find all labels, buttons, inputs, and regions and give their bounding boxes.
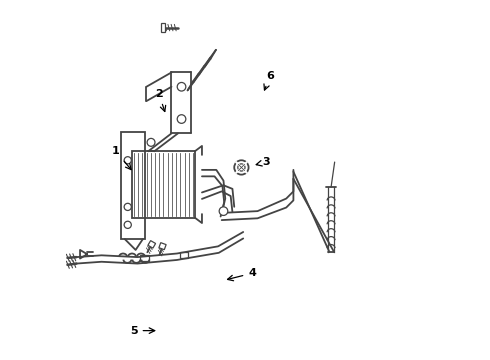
Bar <box>161 23 165 32</box>
Bar <box>132 151 195 218</box>
Text: 1: 1 <box>112 146 131 170</box>
Text: 5: 5 <box>130 325 155 336</box>
Bar <box>148 240 156 248</box>
Bar <box>122 132 145 239</box>
Text: 6: 6 <box>264 71 274 90</box>
Bar <box>140 255 149 261</box>
Text: 3: 3 <box>256 157 270 167</box>
Bar <box>159 243 166 250</box>
Circle shape <box>219 207 228 215</box>
Bar <box>180 252 188 258</box>
Text: 4: 4 <box>227 268 256 281</box>
Text: 2: 2 <box>155 89 166 112</box>
Circle shape <box>234 160 248 175</box>
